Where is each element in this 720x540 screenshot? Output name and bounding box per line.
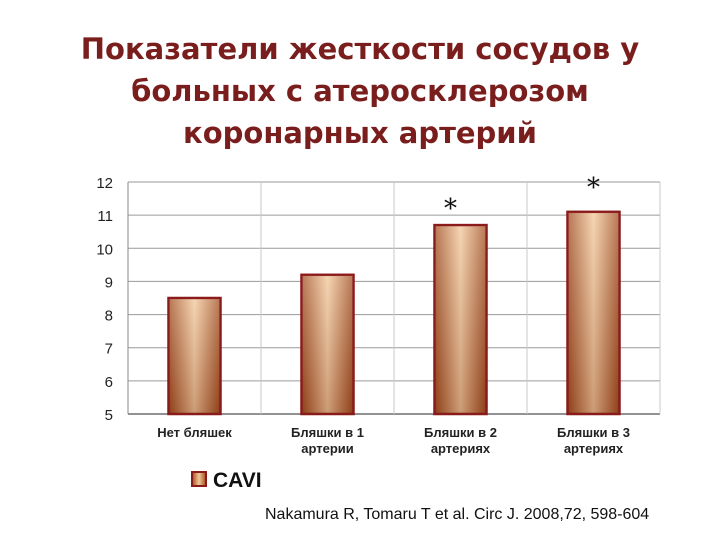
y-tick-label: 10: [96, 241, 113, 258]
y-tick-label: 7: [105, 341, 113, 358]
y-tick-label: 8: [105, 308, 113, 325]
title-line-2: больных с атеросклерозом: [131, 74, 589, 108]
significance-mark: *: [587, 173, 600, 203]
x-tick-label: Нет бляшек: [157, 425, 232, 440]
significance-mark: *: [444, 194, 457, 224]
legend-swatch: [191, 471, 207, 487]
title-line-1: Показатели жесткости сосудов у: [80, 32, 640, 66]
x-tick-label: Бляшки в 3: [557, 425, 630, 440]
y-tick-label: 12: [96, 175, 113, 192]
legend-label: CAVI: [213, 469, 262, 492]
y-tick-label: 11: [97, 208, 113, 225]
slide-title: Показатели жесткости сосудов у больных с…: [60, 28, 660, 154]
citation: Nakamura R, Tomaru T et al. Circ J. 2008…: [265, 506, 650, 523]
x-tick-label: Бляшки в 2: [424, 425, 497, 440]
x-tick-label: Бляшки в 1: [291, 425, 364, 440]
y-tick-label: 5: [105, 407, 113, 424]
x-tick-label: артериях: [431, 441, 491, 456]
x-tick-label: артериях: [564, 441, 624, 456]
y-tick-label: 9: [105, 274, 113, 291]
title-line-3: коронарных артерий: [183, 116, 537, 150]
y-tick-label: 6: [105, 374, 113, 391]
bar-shade: [568, 212, 619, 413]
bar-shade: [302, 275, 353, 413]
bar-shade: [435, 226, 486, 413]
bar-shade: [169, 299, 220, 413]
x-tick-label: артерии: [301, 441, 354, 456]
